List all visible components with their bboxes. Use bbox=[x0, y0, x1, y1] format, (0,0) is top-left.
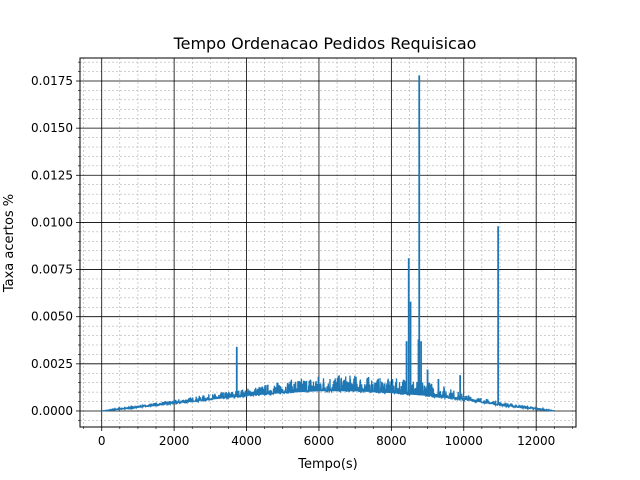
series-layer bbox=[101, 75, 555, 413]
minor-grid bbox=[80, 58, 576, 427]
y-tick-label: 0.0025 bbox=[31, 357, 73, 371]
x-tick-label: 4000 bbox=[231, 434, 262, 448]
y-tick-label: 0.0150 bbox=[31, 121, 73, 135]
y-tick-label: 0.0075 bbox=[31, 263, 73, 277]
series-line bbox=[101, 375, 555, 413]
y-axis: 0.0000 0.0025 0.0050 0.0075 0.0100 0.0125 0.01… bbox=[31, 61, 80, 421]
y-axis-label: Taxa acertos % bbox=[2, 194, 17, 293]
y-tick-label: 0.0100 bbox=[31, 215, 73, 229]
x-tick-label: 6000 bbox=[304, 434, 335, 448]
x-tick-label: 10000 bbox=[445, 434, 483, 448]
x-tick-label: 2000 bbox=[159, 434, 190, 448]
x-axis-label: Tempo(s) bbox=[297, 457, 358, 472]
y-tick-label: 0.0050 bbox=[31, 310, 73, 324]
plot-frame bbox=[79, 57, 577, 428]
chart-title: Tempo Ordenacao Pedidos Requisicao bbox=[173, 34, 477, 53]
x-tick-label: 0 bbox=[98, 434, 106, 448]
x-tick-label: 8000 bbox=[376, 434, 407, 448]
y-tick-label: 0.0125 bbox=[31, 168, 73, 182]
y-tick-label: 0.0000 bbox=[31, 404, 73, 418]
x-axis: 0 2000 4000 6000 8000 10000 12000 bbox=[83, 427, 573, 448]
major-grid bbox=[80, 58, 576, 427]
x-tick-label: 12000 bbox=[517, 434, 555, 448]
y-tick-label: 0.0175 bbox=[31, 74, 73, 88]
